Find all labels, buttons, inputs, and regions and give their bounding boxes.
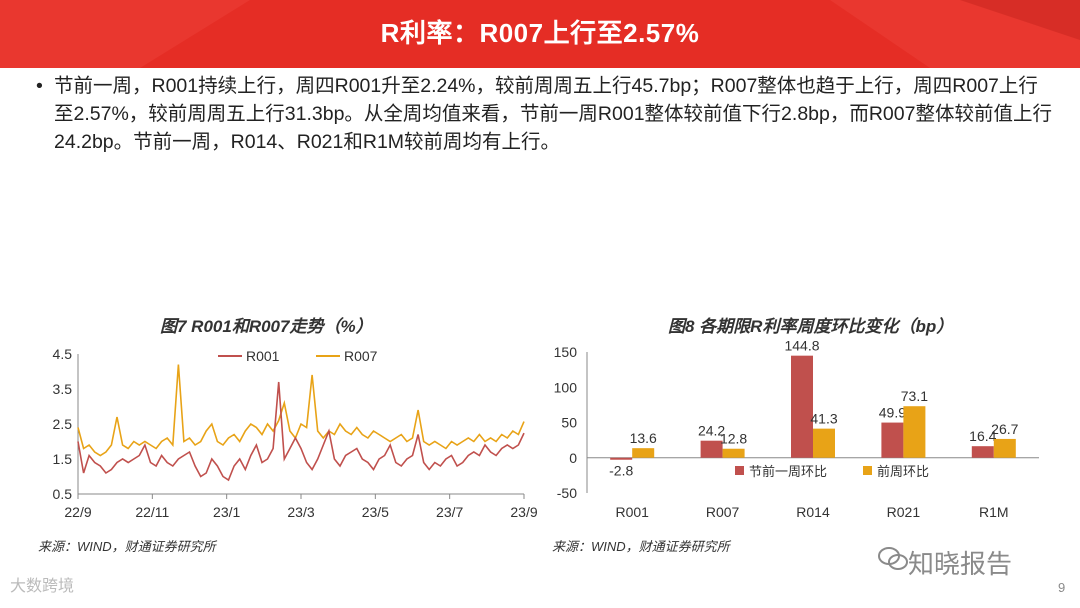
y-tick-label: 1.5 — [53, 451, 73, 467]
category-label: R014 — [796, 504, 830, 520]
wechat-icon — [878, 547, 908, 570]
x-tick-label: 23/5 — [362, 504, 389, 520]
footer-logo: 大数跨境 — [10, 578, 75, 595]
y-tick-label: 0 — [569, 450, 577, 466]
watermark-text: 知晓报告 — [908, 549, 1013, 579]
bar-r007-prev-week — [700, 440, 723, 458]
data-label: 12.8 — [720, 431, 747, 447]
category-label: R1M — [979, 504, 1009, 520]
legend-label-r007: R007 — [344, 348, 378, 364]
y-tick-label: 3.5 — [53, 381, 73, 397]
y-tick-label: 4.5 — [53, 346, 73, 362]
bar-r014-week-before — [813, 428, 835, 458]
x-tick-label: 23/3 — [287, 504, 314, 520]
bar-r021-week-before — [903, 406, 926, 458]
summary-bullet: • 节前一周，R001持续上行，周四R001升至2.24%，较前周周五上行45.… — [36, 72, 1056, 156]
y-tick-label: -50 — [557, 485, 577, 501]
data-label: -2.8 — [609, 463, 633, 479]
series-line-r001 — [77, 381, 525, 482]
header-banner: R利率：R007上行至2.57% — [0, 0, 1080, 68]
data-label: 41.3 — [810, 411, 837, 427]
data-label: 144.8 — [784, 340, 819, 354]
bar-r001-week-before — [632, 448, 655, 458]
x-tick-label: 23/7 — [436, 504, 463, 520]
data-label: 26.7 — [991, 421, 1018, 437]
legend-label-r001: R001 — [246, 348, 280, 364]
bar-r021-prev-week — [881, 422, 904, 458]
x-tick-label: 23/9 — [510, 504, 537, 520]
data-label: 49.9 — [879, 405, 906, 421]
bar-r1m-week-before — [993, 438, 1016, 458]
bar-r001-prev-week — [610, 457, 633, 460]
chart7-title: 图7 R001和R007走势（%） — [160, 317, 373, 336]
y-tick-label: 0.5 — [53, 486, 73, 502]
bullet-dot: • — [36, 75, 43, 97]
summary-text: 节前一周，R001持续上行，周四R001升至2.24%，较前周周五上行45.7b… — [54, 75, 1052, 153]
x-tick-label: 22/11 — [135, 504, 169, 520]
category-label: R007 — [706, 504, 740, 520]
y-tick-label: 150 — [554, 344, 578, 360]
legend-swatch-prev-week — [735, 466, 744, 475]
category-label: R021 — [887, 504, 921, 520]
x-tick-label: 23/1 — [213, 504, 240, 520]
y-tick-label: 100 — [554, 379, 578, 395]
data-label: 16.4 — [969, 428, 996, 444]
series-line-r007 — [77, 364, 525, 457]
legend-label-prev-week: 节前一周环比 — [749, 464, 827, 479]
data-label: 24.2 — [698, 423, 725, 439]
page-number: 9 — [1058, 580, 1066, 595]
data-label: 73.1 — [901, 388, 928, 404]
chart8-title: 图8 各期限R利率周度环比变化（bp） — [668, 317, 954, 336]
page-title: R利率：R007上行至2.57% — [380, 18, 700, 48]
data-label: 13.6 — [630, 430, 657, 446]
banner-decoration — [0, 0, 1080, 68]
legend-label-week-before: 前周环比 — [877, 464, 929, 479]
bar-chart-weekly-change: -50 0 50 100 150 R001 -2.8 13.6 R007 24.212.8 R014… — [554, 340, 1039, 520]
y-tick-label: 2.5 — [53, 416, 73, 432]
legend-swatch-week-before — [863, 466, 872, 475]
y-tick-label: 50 — [561, 415, 577, 431]
x-tick-label: 22/9 — [64, 504, 91, 520]
chart8-source: 来源：WIND，财通证券研究所 — [552, 539, 730, 554]
chart7-source: 来源：WIND，财通证券研究所 — [38, 539, 216, 554]
bar-r014-prev-week — [791, 355, 813, 458]
bar-r1m-prev-week — [971, 446, 994, 458]
line-chart-r001-r007: 0.5 1.5 2.5 3.5 4.5 22/9 22/11 23/1 23/3 23/5 23/7… — [53, 346, 538, 520]
category-label: R001 — [615, 504, 649, 520]
bar-r007-week-before — [722, 448, 745, 458]
